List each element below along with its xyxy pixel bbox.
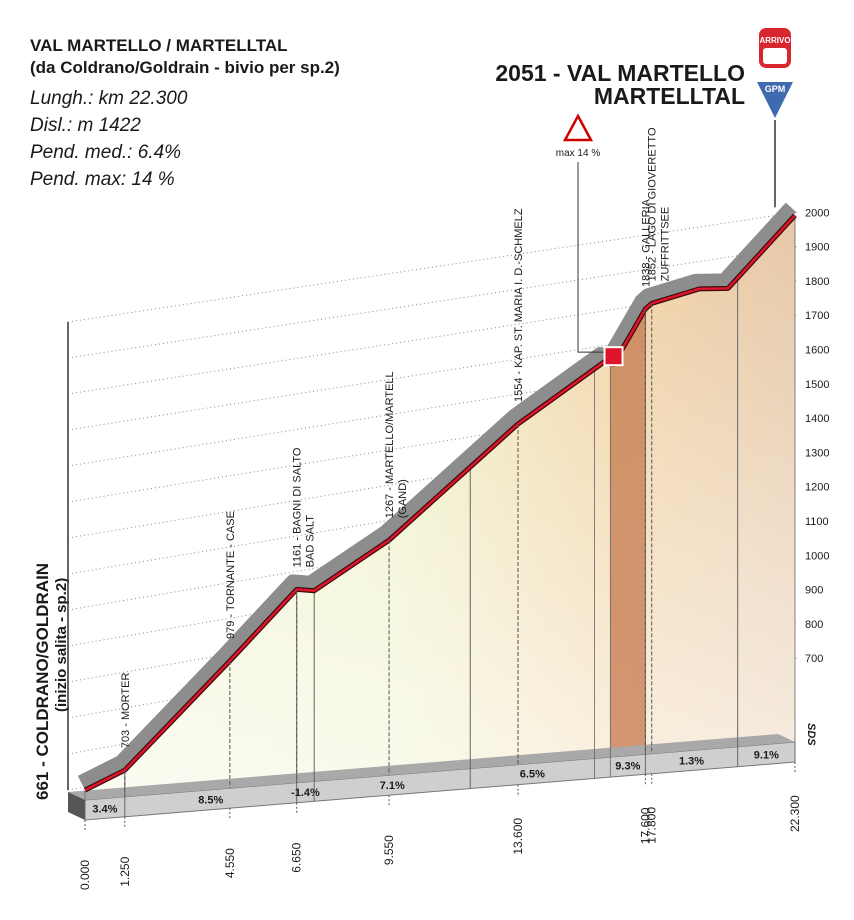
y-tick-label: 700 (805, 653, 823, 665)
stat: Pend. med.: 6.4% (30, 142, 181, 163)
stat: Lungh.: km 22.300 (30, 88, 188, 109)
waypoint-label: 1267 - MARTELLO/MARTELL (384, 371, 396, 518)
x-tick-label: 6.650 (290, 842, 304, 872)
steep-band (610, 309, 646, 758)
profile-line (84, 214, 796, 792)
start-label: 661 - COLDRANO/GOLDRAIN (33, 563, 52, 800)
stat: Disl.: m 1422 (30, 115, 141, 136)
max-gradient-label: max 14 % (556, 148, 601, 159)
gpm-text: GPM (765, 84, 786, 94)
grid-line (67, 211, 798, 323)
x-tick-label: 9.550 (382, 835, 396, 865)
gradient-label: -1.4% (291, 787, 320, 799)
y-tick-label: 1400 (805, 413, 829, 425)
gradient-label: 3.4% (92, 803, 117, 815)
y-tick-label: 1700 (805, 310, 829, 322)
arrivo-icon-inner (763, 48, 787, 64)
x-tick-label: 22.300 (788, 795, 802, 832)
y-tick-label: 1600 (805, 345, 829, 357)
gradient-label: 1.3% (679, 755, 704, 767)
y-tick-label: 900 (805, 585, 823, 597)
gpm-icon (757, 82, 793, 118)
max-leader (577, 162, 606, 353)
y-tick-label: 1000 (805, 550, 829, 562)
grid-line (67, 280, 798, 395)
grid-line (67, 314, 798, 431)
waypoint-sublabel: ZUFFRITTSEE (660, 207, 672, 282)
subtitle: (da Coldrano/Goldrain - bivio per sp.2) (30, 58, 340, 77)
y-tick-label: 1900 (805, 242, 829, 254)
x-tick-label: 0.000 (78, 860, 92, 890)
grid-line (67, 246, 798, 359)
base-slab-top (68, 734, 795, 800)
start-sublabel: (inizio salita - sp.2) (53, 578, 70, 712)
waypoint-label: 1161 - BAGNI DI SALTO (292, 447, 304, 567)
y-tick-label: 1300 (805, 447, 829, 459)
waypoint-label: 1852 - LAGO DI GIOVERETTO (647, 127, 659, 281)
gradient-label: 8.5% (198, 795, 223, 807)
logo: SDS (805, 723, 817, 746)
x-tick-label: 17.800 (645, 807, 659, 844)
waypoint-sublabel: (GAND) (397, 479, 409, 518)
finish-sublabel: MARTELLTAL (594, 83, 745, 109)
plot: 700 800 900 1000 1100 1200 1300 1400 1500 1600 170… (67, 127, 829, 890)
gradient-label: 7.1% (380, 780, 405, 792)
waypoint-label: 1554 - KAP. ST. MARIA I. D.-SCHMELZ (513, 208, 525, 402)
stat: Pend. max: 14 % (30, 169, 175, 190)
y-tick-label: 1100 (805, 516, 829, 528)
x-tick-label: 17.600 (638, 807, 652, 844)
gradient-label: 6.5% (520, 768, 545, 780)
y-tick-label: 800 (805, 619, 823, 631)
y-tick-label: 1800 (805, 276, 829, 288)
max-marker (603, 346, 624, 367)
finish-label: 2051 - VAL MARTELLO (495, 60, 745, 86)
waypoint-label: 1838 - GALLERIA (640, 198, 652, 287)
base-slab-end (68, 792, 85, 820)
gradient-label: 9.3% (615, 761, 640, 773)
y-tick-label: 1500 (805, 379, 829, 391)
gradient-label: 9.1% (754, 749, 779, 761)
max-sign (562, 113, 594, 142)
title: VAL MARTELLO / MARTELLTAL (30, 36, 287, 55)
y-tick-label: 1200 (805, 482, 829, 494)
waypoint-label: 979 - TORNANTE - CASE (225, 511, 237, 639)
x-tick-label: 4.550 (223, 848, 237, 878)
waypoint-label: 703 - MORTER (120, 673, 132, 749)
arrivo-text: ARRIVO (759, 36, 790, 45)
road-band (77, 202, 797, 789)
x-tick-label: 13.600 (511, 818, 525, 855)
x-tick-label: 1.250 (118, 856, 132, 886)
waypoint-sublabel: BAD SALT (305, 515, 317, 568)
y-tick-label: 2000 (805, 207, 829, 219)
